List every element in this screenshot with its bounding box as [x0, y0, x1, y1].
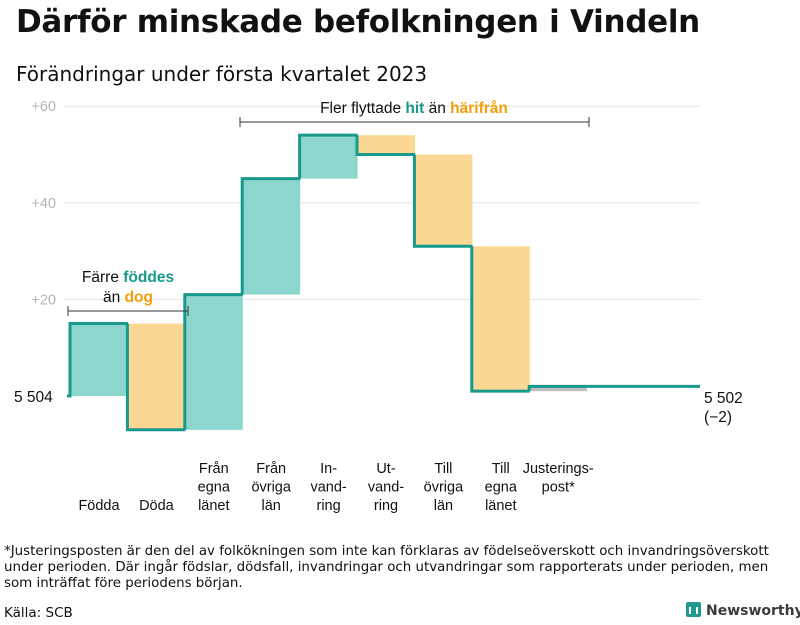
- category-label-line: Till: [492, 461, 510, 477]
- category-label-line: Ut-: [376, 461, 396, 477]
- waterfall-bar: [414, 154, 473, 247]
- right-annotation-highlight2: härifrån: [450, 100, 508, 117]
- left-annotation-text1: Färre: [82, 269, 123, 286]
- left-annotation-text2: än: [103, 289, 125, 306]
- category-label: Ut-vand-ring: [368, 461, 404, 514]
- newsworthy-chart-icon: [686, 602, 701, 617]
- waterfall-bar: [529, 386, 588, 392]
- category-label-line: vand-: [310, 480, 346, 496]
- waterfall-bar: [184, 294, 243, 430]
- category-label: In-vand-ring: [310, 461, 346, 514]
- waterfall-bar: [127, 323, 186, 430]
- newsworthy-logo: Newsworthy: [686, 602, 800, 619]
- waterfall-bar: [70, 323, 128, 396]
- category-label-line: ring: [317, 498, 341, 514]
- category-label-line: län: [434, 498, 453, 514]
- category-label: Döda: [139, 498, 175, 514]
- category-label: Från egna länet: [198, 461, 231, 514]
- category-label-line: Födda: [78, 498, 120, 514]
- category-label: Födda: [78, 498, 120, 514]
- category-label-line: Från: [199, 461, 229, 477]
- category-label-line: Till: [434, 461, 452, 477]
- waterfall-bar: [242, 178, 301, 295]
- waterfall-chart: +60 +40 +20 Födda Döda Från egna länet Från övri…: [14, 99, 743, 514]
- category-label-line: ring: [374, 498, 398, 514]
- chart-title: Därför minskade befolkningen i Vindeln: [16, 4, 700, 40]
- category-label-line: egna: [485, 480, 518, 496]
- left-annotation-line1: Färre föddes: [82, 269, 174, 286]
- chart-subtitle: Förändringar under första kvartalet 2023: [16, 62, 428, 86]
- y-tick-label: +20: [31, 292, 56, 308]
- footnote: *Justeringsposten är den del av folkökni…: [4, 544, 769, 591]
- running-total-line: [67, 133, 700, 432]
- source-label: Källa: SCB: [4, 605, 73, 621]
- right-annotation-highlight1: hit: [405, 100, 424, 117]
- start-value-label: 5 504: [14, 389, 53, 406]
- category-label-line: övriga: [251, 480, 291, 496]
- category-label: Till övriga län: [424, 461, 464, 514]
- left-annotation-line2: än dog: [103, 289, 153, 306]
- y-tick-label: +40: [31, 196, 56, 212]
- category-label: Till egna länet: [485, 461, 518, 514]
- left-annotation-highlight1: föddes: [123, 269, 174, 286]
- brand-name: Newsworthy: [706, 603, 800, 619]
- category-label-line: vand-: [368, 480, 404, 496]
- category-label: Från övriga län: [251, 461, 291, 514]
- category-label-line: län: [262, 498, 281, 514]
- category-label-line: egna: [198, 480, 231, 496]
- category-label: Justerings-post*: [523, 461, 594, 496]
- left-annotation-highlight2: dog: [125, 289, 153, 306]
- end-value-label: 5 502: [704, 390, 743, 407]
- waterfall-bar: [471, 246, 530, 392]
- category-label-line: Döda: [139, 498, 175, 514]
- category-label-line: länet: [198, 498, 229, 514]
- category-label-line: övriga: [424, 480, 464, 496]
- right-annotation-text2: än: [424, 100, 450, 117]
- right-annotation-text1: Fler flyttade: [320, 100, 405, 117]
- category-label-line: post*: [542, 480, 575, 496]
- y-tick-label: +60: [31, 99, 56, 115]
- waterfall-bar: [357, 135, 415, 155]
- category-label-line: In-: [320, 461, 337, 477]
- right-annotation: Fler flyttade hit än härifrån: [320, 100, 508, 117]
- end-change-label: (−2): [704, 409, 732, 426]
- waterfall-bar: [299, 135, 358, 179]
- category-label-line: Från: [256, 461, 286, 477]
- category-label-line: Justerings-: [523, 461, 594, 477]
- category-label-line: länet: [485, 498, 516, 514]
